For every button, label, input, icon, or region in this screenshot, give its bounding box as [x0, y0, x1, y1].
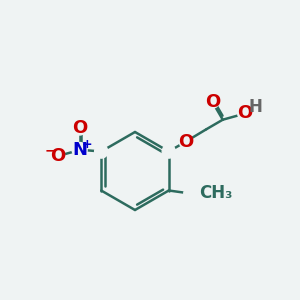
- Text: CH₃: CH₃: [200, 184, 233, 202]
- Text: O: O: [237, 104, 252, 122]
- Circle shape: [72, 142, 87, 158]
- Circle shape: [94, 145, 108, 158]
- Text: N: N: [72, 141, 87, 159]
- Circle shape: [51, 149, 64, 163]
- Circle shape: [184, 187, 197, 200]
- Circle shape: [238, 107, 251, 120]
- Text: +: +: [81, 138, 92, 151]
- Text: O: O: [205, 93, 220, 111]
- Text: O: O: [50, 147, 66, 165]
- Circle shape: [162, 145, 176, 158]
- Text: O: O: [178, 133, 193, 151]
- Text: −: −: [45, 144, 56, 158]
- Circle shape: [179, 136, 191, 148]
- Circle shape: [73, 122, 86, 135]
- Circle shape: [206, 95, 219, 108]
- Text: H: H: [249, 98, 263, 116]
- Text: O: O: [72, 119, 87, 137]
